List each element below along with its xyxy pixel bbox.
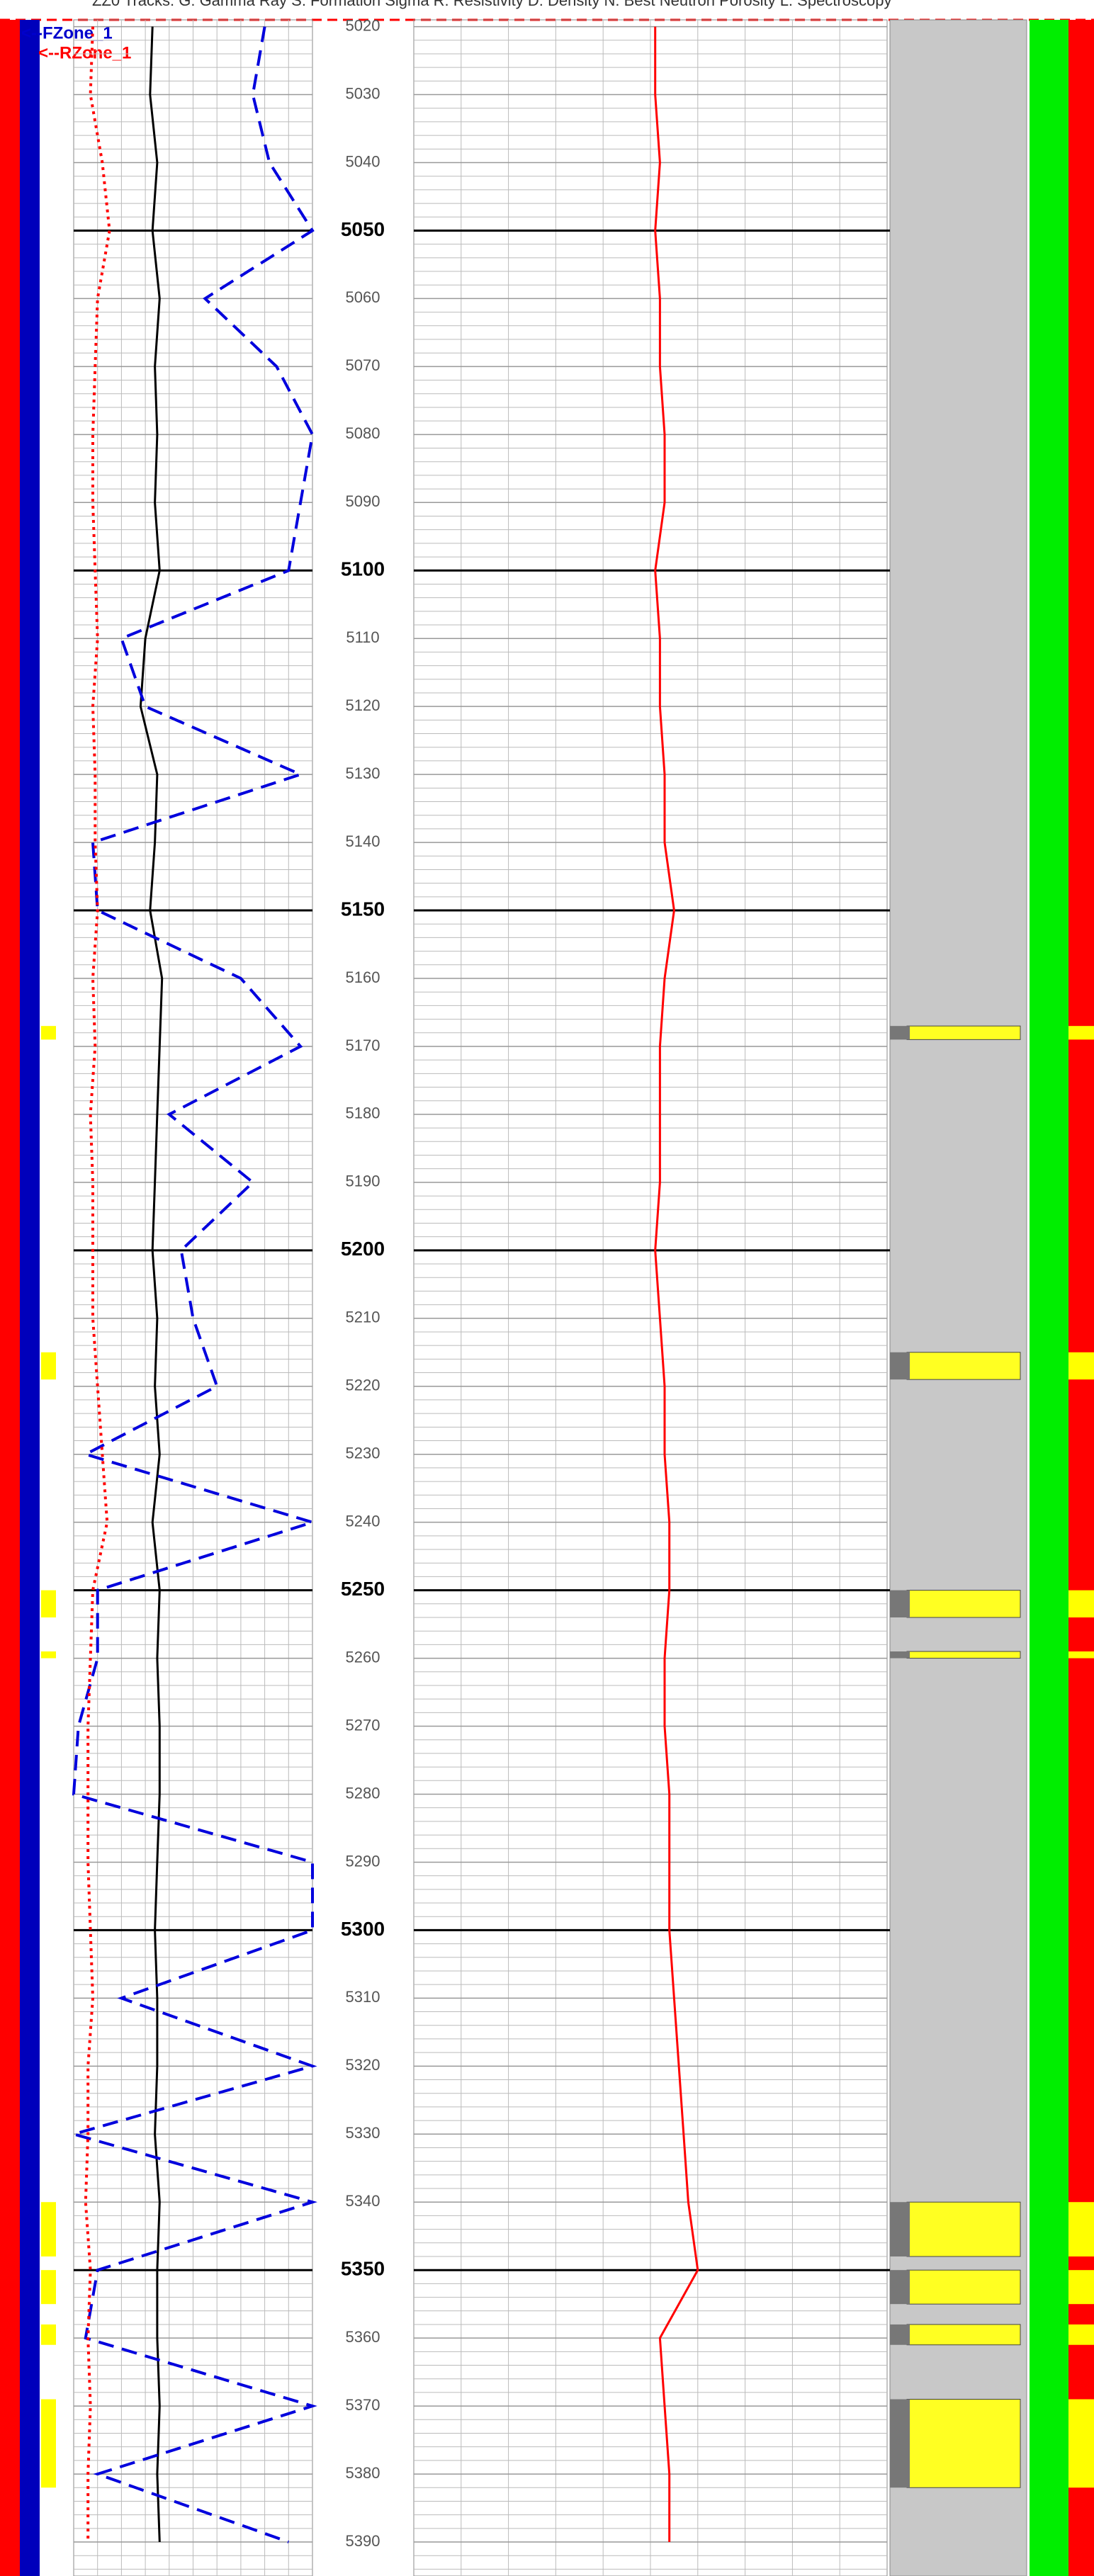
depth-label: 5210 [346,1309,380,1326]
depth-label: 5050 [341,218,385,240]
depth-label: 5110 [346,628,379,646]
depth-label: 5040 [346,152,380,170]
depth-label: 5360 [346,2328,380,2346]
pay-flag [41,1590,56,1617]
depth-label: 5370 [346,2396,380,2414]
depth-label: 5330 [346,2124,380,2142]
pay-flag [41,2399,56,2488]
pay-flag [41,1026,56,1040]
pay-flag [41,2270,56,2305]
pay-shale [890,2202,910,2256]
depth-label: 5020 [346,16,380,34]
pay-track4 [1068,1651,1094,1659]
pay-lithology [906,1352,1021,1380]
pay-track4 [1068,1590,1094,1617]
depth-label: 5310 [346,1988,380,2006]
rzone-stripe [0,20,20,2576]
pay-track4 [1068,2399,1094,2488]
depth-label: 5280 [346,1784,380,1802]
depth-label: 5240 [346,1512,380,1530]
depth-label: 5170 [346,1036,380,1054]
pay-lithology [906,1025,1021,1040]
pay-track4 [1068,2202,1094,2256]
depth-label: 5090 [346,492,380,510]
pay-flag [41,1352,56,1380]
depth-label: 5140 [346,832,380,850]
depth-label: 5320 [346,2056,380,2074]
depth-label: 5100 [341,558,385,580]
pay-track4 [1068,1352,1094,1380]
pay-flag [41,2202,56,2256]
pay-lithology [906,2201,1021,2257]
pay-shale [890,1590,910,1617]
log-curve [68,26,317,2543]
pay-shale [890,2324,910,2345]
pay-lithology [906,2399,1021,2488]
depth-label: 5160 [346,968,380,986]
pay-track4 [1068,1026,1094,1040]
depth-label: 5270 [346,1716,380,1734]
pay-lithology [906,1590,1021,1618]
depth-label: 5260 [346,1648,380,1666]
depth-label: 5250 [341,1578,385,1600]
log-curve [654,26,699,2542]
depth-label: 5080 [346,424,380,442]
pay-shale [890,2270,910,2305]
depth-label: 5150 [341,898,385,920]
pay-lithology [906,1651,1021,1659]
log-curve [139,26,164,2543]
pay-flag [41,1651,56,1659]
track4-green [1030,20,1068,2576]
pay-track4 [1068,2324,1094,2345]
pay-track4 [1068,2270,1094,2305]
depth-label: 5030 [346,84,380,102]
depth-label: 5290 [346,1852,380,1870]
depth-label: 5060 [346,288,380,306]
pay-shale [890,2399,910,2488]
pay-lithology [906,2324,1021,2346]
pay-shale [890,1026,910,1040]
depth-label: 5130 [346,764,380,782]
depth-label: 5120 [346,696,380,714]
depth-label: 5190 [346,1173,380,1190]
depth-label: 5340 [346,2192,380,2210]
depth-label: 5070 [346,356,380,374]
depth-label: 5200 [341,1238,385,1260]
depth-label: 5230 [346,1445,380,1462]
pay-shale [890,1651,910,1659]
depth-label: 5350 [341,2258,385,2280]
pay-lithology [906,2269,1021,2305]
depth-label: 5380 [346,2464,380,2482]
pay-shale [890,1352,910,1380]
depth-label: 5180 [346,1105,380,1122]
header: ZZ0 Tracks: G: Gamma Ray S: Formation Si… [92,0,891,9]
zone-label: <--RZone_1 [38,43,131,62]
fzone-stripe [20,20,40,2576]
depth-label: 5300 [341,1918,385,1940]
track4-red [1068,20,1094,2576]
depth-label: 5390 [346,2532,380,2550]
pay-flag [41,2324,56,2345]
depth-label: 5220 [346,1377,380,1394]
track3-lithology [889,19,1027,2576]
